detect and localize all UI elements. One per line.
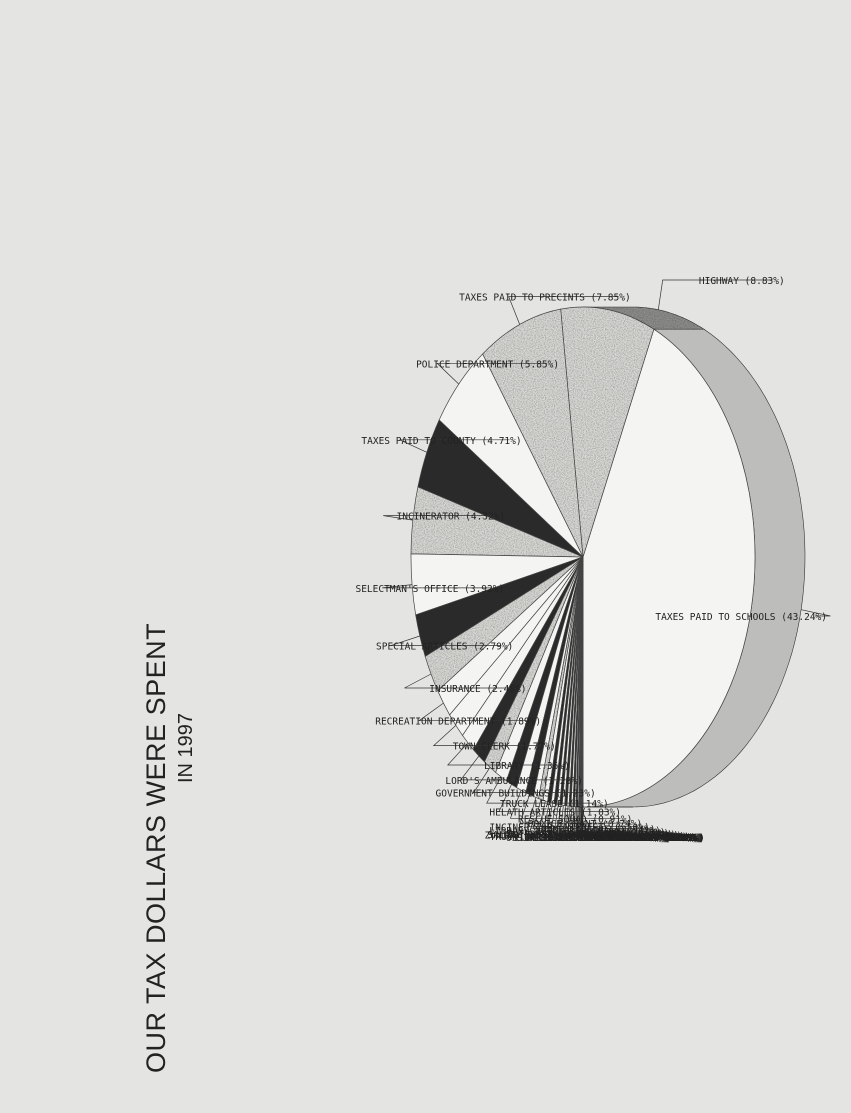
label-cemetary-0-19: CEMETARY (0.19%) xyxy=(596,832,688,843)
label-helath-articles-1-03: HELATH ARTICLES (1.03%) xyxy=(489,808,621,819)
label-interest-on-tan-notes-0-27: INTEREST ON TAN NOTES (0.27%) xyxy=(507,829,673,840)
leader-helath-articles-1-03 xyxy=(498,784,609,812)
label-incinerator-4-32: INCINERATOR (4.32%) xyxy=(397,512,506,523)
label-fire-warden-0-23: FIRE WARDEN (0.23%) xyxy=(573,831,682,842)
leader-fire-warden-0-23 xyxy=(559,805,670,836)
label-rescue-squad-0-91: RESCUE SQUAD (0.91%) xyxy=(518,814,632,825)
leader-town-clerk-1-77 xyxy=(432,725,544,746)
label-dump-closure-0-44: DUMP CLOSURE (0.44%) xyxy=(541,825,655,836)
leader-welfare-0-33 xyxy=(543,802,654,832)
label-welfare-0-33: WELFARE (0.33%) xyxy=(580,828,666,839)
leader-selectman-s-office-3-92 xyxy=(382,584,493,589)
slice-taxes-paid-to-precints-7-85 xyxy=(482,308,584,558)
leader-incinerator-interest-0-50 xyxy=(527,797,638,827)
label-selectman-s-office-3-92: SELECTMAN'S OFFICE (3.92%) xyxy=(355,584,504,595)
label-library-note-interest-0-12: LIBRARY NOTE INTEREST (0.12%) xyxy=(532,833,698,844)
leader-police-department-5-85 xyxy=(436,362,548,385)
chart-title: OUR TAX DOLLARS WERE SPENT xyxy=(141,623,171,1073)
label-taxes-paid-to-precints-7-85: TAXES PAID TO PRECINTS (7.85%) xyxy=(459,293,631,304)
label-library-note-principal-0-42: LIBRARY NOTE PRINCIPAL (0.42%) xyxy=(489,826,661,837)
label-truck-lease-1-14: TRUCK LEASE (1.14%) xyxy=(500,799,609,810)
label-recreation-department-1-89: RECREATION DEPARTMENT (1.89%) xyxy=(375,717,541,728)
label-highway-street-lighting-0-05: HIGHWAY STREET LIGHTING (0.05%) xyxy=(527,833,704,844)
leader-highway-8-83 xyxy=(657,279,773,310)
label-police-grant-0-74: POLICE GRANT (0.74%) xyxy=(528,819,642,830)
label-police-department-5-85: POLICE DEPARTMENT (5.85%) xyxy=(416,359,559,370)
label-treasurer-0-13: TREASURER (0.13%) xyxy=(599,833,696,844)
label-incinerator-interest-0-50: INCINERATOR INTEREST (0.50%) xyxy=(490,822,650,833)
leader-recreation-department-1-89 xyxy=(418,702,530,722)
slice-taxes-paid-to-schools-43-24 xyxy=(582,328,756,808)
label-conservation-agent-0-05: CONSERVATION AGENT (0.05%) xyxy=(555,833,704,844)
label-insurance-2-48: INSURANCE (2.48%) xyxy=(429,684,526,695)
leader-incinerator-4-32 xyxy=(383,515,494,521)
label-town-clerk-1-77: TOWN CLERK (1.77%) xyxy=(453,742,556,753)
label-conservation-0-02: CONSERVATION (0.02%) xyxy=(590,833,704,844)
leader-zoning-enforcement-officer-0-23 xyxy=(556,804,668,836)
label-trustee-of-trust-funds-0-06: TRUSTEE OF TRUST FUNDS (0.06%) xyxy=(531,833,703,844)
label-taxes-paid-to-schools-43-24: TAXES PAID TO SCHOOLS (43.24%) xyxy=(655,612,827,623)
pie-top xyxy=(410,306,756,808)
label-legal-expenses-0-28: LEGAL EXPENSES (0.28%) xyxy=(543,829,669,840)
label-library-1-36: LIBRARY (1.36%) xyxy=(484,761,570,772)
label-zoning-enforcement-officer-0-23: ZONING ENFORCEMENT OFFICER (0.23%) xyxy=(485,831,679,842)
label-planning-board-0-11: PLANNING BOARD (0.11%) xyxy=(573,833,699,844)
label-swer-bond-0-18: SWER BOND (0.18%) xyxy=(595,832,692,843)
slice-labels: TAXES PAID TO SCHOOLS (43.24%) HIGHWAY (8… xyxy=(355,276,827,844)
label-government-buildings-1-23: GOVERNMENT BUILDINGS (1.23%) xyxy=(436,789,596,800)
leader-special-articles-2-79 xyxy=(391,635,502,646)
label-economic-development-0-01: ECONOMIC DEVELOPMENT (0.01%) xyxy=(545,833,705,844)
leader-police-grant-0-74 xyxy=(519,794,631,824)
label-taxes-paid-to-county-4-71: TAXES PAID TO COUNTY (4.71%) xyxy=(361,436,521,447)
leader-taxes-paid-to-county-4-71 xyxy=(399,439,510,453)
leader-interest-on-tan-notes-0-27 xyxy=(550,803,661,834)
leader-taxes-paid-to-schools-43-24 xyxy=(801,609,831,617)
leader-truck-lease-1-14 xyxy=(486,776,597,804)
leader-lines xyxy=(382,279,831,838)
label-salary-board-of-selectmen-0-26: SALARY BOARD OF SELECTMEN (0.26%) xyxy=(487,830,676,841)
leader-lord-s-ambulance-1-28 xyxy=(459,755,571,781)
label-ossipee-lake-dam-authority-0-09: OSSIPEE LAKE DAM AUTHORITY (0.09%) xyxy=(506,833,700,844)
slice-highway-8-83 xyxy=(560,306,655,558)
label-highway-8-83: HIGHWAY (8.83%) xyxy=(699,276,785,287)
label-special-articles-2-79: SPECIAL ARTICLES (2.79%) xyxy=(376,641,513,652)
leader-government-buildings-1-23 xyxy=(473,767,584,793)
leader-library-note-principal-0-42 xyxy=(538,800,649,831)
label-incinerator-principal-0-22: INCINERATOR PRINCIPAL (0.22%) xyxy=(519,832,685,843)
leader-taxes-paid-to-precints-7-85 xyxy=(508,296,619,325)
label-zba-0-07: ZBA (0.07%) xyxy=(638,833,701,844)
leader-legal-expenses-0-28 xyxy=(546,803,658,833)
label-truck-lease-1996-peterbuilt-0-18: TRUCK LEASE 1996 PETERBUILT (0.18%) xyxy=(490,832,690,843)
leader-salary-board-of-selectmen-0-26 xyxy=(553,804,664,835)
chart-subtitle: IN 1997 xyxy=(175,713,197,783)
label-animal-control-0-16: ANIMAL CONTROL (0.16%) xyxy=(568,833,694,844)
leader-rescue-squad-0-91 xyxy=(509,790,621,819)
leader-library-1-36 xyxy=(447,742,558,766)
leader-insurance-2-48 xyxy=(404,673,515,689)
leader-dump-closure-0-44 xyxy=(533,799,644,829)
label-lord-s-ambulance-1-28: LORD'S AMBULANCE (1.28%) xyxy=(445,776,582,787)
label-elections-registrations-0-06: ELECTIONS & REGISTRATIONS (0.06%) xyxy=(514,833,703,844)
leader-economic-development-0-01 xyxy=(582,807,693,838)
